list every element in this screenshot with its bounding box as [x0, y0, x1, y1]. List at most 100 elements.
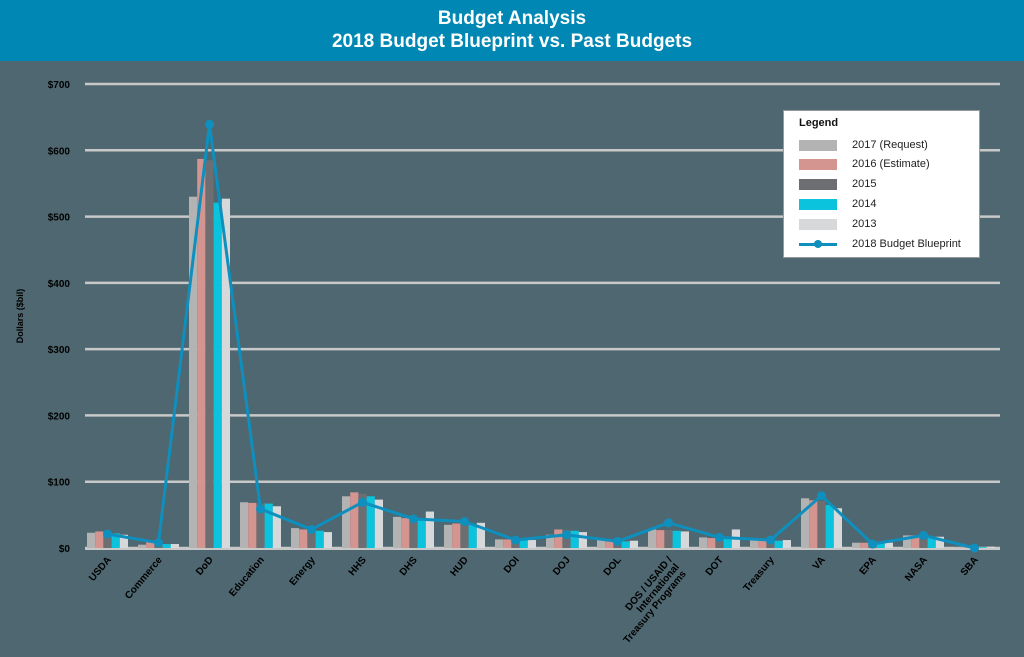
bar — [605, 540, 614, 548]
bar — [248, 502, 257, 548]
bar — [809, 500, 818, 548]
bar — [876, 543, 885, 548]
x-tick-label: NASA — [903, 555, 930, 584]
bar — [401, 518, 410, 548]
bar — [95, 531, 104, 548]
bar — [350, 492, 359, 548]
x-tick-label: DOI — [502, 555, 522, 576]
blueprint-marker — [970, 543, 979, 553]
bar — [146, 542, 155, 548]
legend: Legend 2017 (Request) 2016 (Estimate) 20… — [783, 110, 980, 258]
bar — [342, 496, 351, 548]
bar — [699, 537, 708, 548]
bar — [750, 539, 759, 548]
bar — [911, 535, 920, 548]
bar — [656, 530, 665, 548]
bar — [927, 536, 936, 548]
legend-swatch — [799, 139, 837, 151]
y-tick-label: $200 — [48, 411, 71, 422]
legend-swatch — [799, 218, 837, 230]
bar-group — [291, 528, 332, 548]
legend-label: 2018 Budget Blueprint — [852, 238, 961, 250]
bar-group — [648, 529, 689, 548]
bar — [468, 524, 477, 548]
x-tick-label: VA — [811, 555, 828, 572]
y-tick-label: $300 — [48, 345, 71, 356]
legend-swatch — [799, 158, 837, 170]
bar — [374, 499, 383, 548]
chart-subtitle: 2018 Budget Blueprint vs. Past Budgets — [331, 31, 693, 52]
blueprint-marker — [919, 530, 928, 540]
bar — [758, 540, 767, 548]
bar — [425, 511, 434, 548]
blueprint-marker — [817, 491, 826, 501]
bar — [103, 532, 112, 548]
bar — [495, 539, 504, 548]
bar — [723, 536, 732, 548]
bar — [291, 528, 300, 548]
bar — [409, 518, 418, 548]
bar — [962, 547, 971, 548]
bar — [782, 540, 791, 548]
bar-group — [393, 511, 434, 548]
x-tick-label: SBA — [959, 555, 981, 578]
x-tick-label: Education — [227, 555, 267, 599]
x-tick-label: EPA — [858, 555, 879, 577]
x-tick-label: Commerce — [123, 555, 165, 602]
chart-title: Budget Analysis — [437, 8, 587, 29]
bar — [323, 532, 332, 548]
legend-label: 2015 — [852, 178, 877, 190]
bar — [884, 542, 893, 548]
bar-group — [444, 522, 485, 548]
y-tick-label: $500 — [48, 213, 71, 224]
bar — [299, 529, 308, 548]
blueprint-marker — [256, 504, 265, 514]
bar-group — [240, 502, 281, 548]
bar — [546, 534, 555, 548]
bar — [919, 536, 928, 548]
bar — [664, 530, 673, 548]
y-tick-label: $400 — [48, 279, 71, 290]
y-tick-label: $600 — [48, 146, 71, 157]
legend-label: 2017 (Request) — [852, 139, 928, 151]
y-tick-label: $100 — [48, 478, 71, 489]
y-axis-label: Dollars ($bil) — [15, 289, 25, 344]
blueprint-marker — [868, 539, 877, 549]
legend-item-2015: 2015 — [799, 177, 876, 191]
bar — [417, 519, 426, 548]
bar — [170, 544, 179, 548]
legend-title: Legend — [799, 117, 839, 129]
bar — [860, 542, 869, 548]
bar — [460, 524, 469, 548]
x-tick-label: Treasury — [742, 555, 778, 594]
bar — [256, 503, 265, 548]
bar — [240, 502, 249, 548]
legend-swatch — [799, 178, 837, 190]
bar — [648, 529, 657, 548]
legend-item-2016: 2016 (Estimate) — [799, 157, 930, 171]
line-marker-icon — [799, 239, 837, 250]
legend-swatch — [799, 198, 837, 210]
bar — [801, 498, 810, 548]
legend-item-2014: 2014 — [799, 197, 876, 211]
bar — [111, 533, 120, 548]
blueprint-marker — [664, 518, 673, 528]
bar — [503, 539, 512, 548]
blueprint-marker — [511, 535, 520, 545]
x-tick-label: DOL — [602, 555, 624, 578]
bar — [162, 544, 171, 548]
bar — [774, 540, 783, 548]
bar-group — [189, 158, 230, 548]
blueprint-marker — [103, 529, 112, 539]
bar — [817, 500, 826, 548]
bar — [205, 160, 214, 548]
legend-item-2018-blueprint: 2018 Budget Blueprint — [799, 237, 961, 251]
bar — [307, 530, 316, 548]
blueprint-marker — [358, 497, 367, 507]
bar — [825, 504, 834, 548]
bar — [272, 506, 281, 548]
bar — [578, 532, 587, 548]
x-tick-label: HHS — [347, 555, 369, 578]
blueprint-marker — [562, 530, 571, 540]
x-tick-label: DHS — [398, 555, 420, 578]
